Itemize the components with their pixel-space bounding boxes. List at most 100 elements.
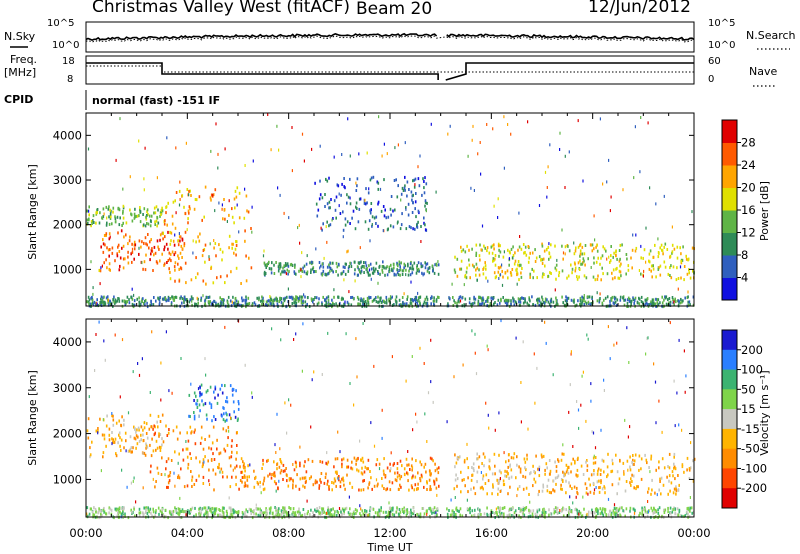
- power-cell: [643, 269, 645, 273]
- power-cell: [561, 295, 563, 299]
- velocity-cell: [401, 507, 404, 511]
- velocity-cell: [257, 507, 259, 511]
- velocity-cell: [274, 506, 276, 509]
- power-cell: [584, 244, 587, 247]
- velocity-cell: [410, 514, 413, 518]
- velocity-cell: [178, 476, 181, 480]
- velocity-cell: [367, 486, 369, 490]
- power-cell: [606, 272, 609, 276]
- power-cell: [606, 257, 608, 261]
- velocity-cell: [423, 512, 426, 516]
- velocity-cell: [617, 482, 620, 486]
- power-cell: [231, 246, 233, 250]
- power-cell: [529, 251, 531, 255]
- power-cell: [616, 298, 619, 302]
- power-cell: [377, 281, 379, 285]
- velocity-cell: [437, 471, 440, 475]
- velocity-cell: [205, 390, 208, 394]
- velocity-cell: [496, 513, 498, 517]
- power-cell: [367, 271, 370, 275]
- velocity-cell: [436, 493, 438, 497]
- velocity-cell: [396, 475, 399, 479]
- power-cell: [670, 264, 672, 268]
- velocity-cell: [204, 357, 206, 361]
- power-cell: [362, 302, 364, 306]
- velocity-cell: [162, 440, 165, 444]
- power-cell: [454, 301, 456, 305]
- power-cell: [689, 276, 692, 280]
- power-cell: [426, 201, 428, 205]
- velocity-cell: [599, 512, 602, 516]
- power-cell: [122, 257, 125, 261]
- power-cell: [109, 235, 111, 239]
- velocity-cell: [474, 508, 476, 512]
- power-cell: [475, 243, 478, 247]
- power-cell: [411, 298, 414, 302]
- velocity-cell: [290, 477, 292, 481]
- power-cell: [319, 266, 321, 270]
- velocity-cell: [481, 462, 483, 465]
- velocity-cell: [577, 456, 579, 460]
- power-cell: [468, 248, 470, 252]
- time-tick-label: 04:00: [171, 526, 204, 540]
- velocity-cell: [92, 513, 94, 517]
- velocity-cell: [189, 415, 191, 418]
- velocity-cell: [629, 455, 631, 459]
- freq-unit-label: [MHz]: [4, 66, 36, 79]
- power-cell: [421, 265, 423, 268]
- power-cell: [466, 244, 468, 248]
- velocity-cell: [367, 467, 369, 471]
- velocity-cell: [346, 458, 349, 462]
- power-cell: [95, 221, 97, 225]
- velocity-cell: [344, 507, 347, 511]
- power-cell: [172, 239, 175, 243]
- power-cell: [681, 300, 683, 304]
- velocity-cell: [310, 508, 312, 512]
- velocity-cell: [507, 459, 510, 463]
- velocity-cell: [117, 441, 119, 445]
- velocity-cell: [321, 512, 323, 515]
- power-cell: [588, 295, 591, 299]
- velocity-cell: [557, 474, 560, 478]
- power-cell: [159, 233, 162, 237]
- power-cell: [403, 292, 405, 296]
- velocity-cell: [466, 507, 469, 511]
- velocity-cell: [350, 466, 352, 470]
- power-cell: [664, 296, 667, 300]
- power-cell: [171, 222, 174, 226]
- velocity-cell: [603, 389, 605, 392]
- power-cell: [122, 211, 124, 215]
- velocity-cell: [607, 513, 610, 517]
- power-cell: [228, 234, 231, 238]
- power-cell: [105, 296, 108, 300]
- velocity-cell: [407, 472, 409, 476]
- velocity-cell: [334, 457, 337, 461]
- power-cell: [133, 243, 136, 247]
- power-cell: [265, 300, 268, 304]
- velocity-cell: [319, 478, 321, 481]
- velocity-cell: [309, 513, 311, 517]
- power-cell: [291, 297, 294, 301]
- velocity-cell: [522, 340, 524, 344]
- power-cell: [579, 244, 581, 248]
- velocity-cell: [638, 514, 640, 518]
- colorbar-swatch: [722, 349, 737, 371]
- power-data-layer: [86, 113, 695, 309]
- power-cell: [208, 255, 210, 259]
- power-cell: [524, 297, 526, 301]
- velocity-cell: [411, 476, 413, 480]
- power-cell: [158, 303, 161, 307]
- velocity-cell: [499, 514, 501, 518]
- power-cell: [212, 303, 214, 307]
- power-cell: [277, 186, 279, 190]
- power-cell: [92, 214, 95, 218]
- power-cell: [130, 212, 132, 216]
- velocity-cell: [421, 475, 423, 479]
- power-cell: [685, 254, 687, 258]
- velocity-cell: [640, 477, 643, 481]
- velocity-cell: [398, 508, 401, 511]
- power-cell: [156, 176, 158, 180]
- velocity-cell: [661, 430, 663, 434]
- velocity-cell: [586, 459, 588, 462]
- power-cell: [520, 247, 523, 251]
